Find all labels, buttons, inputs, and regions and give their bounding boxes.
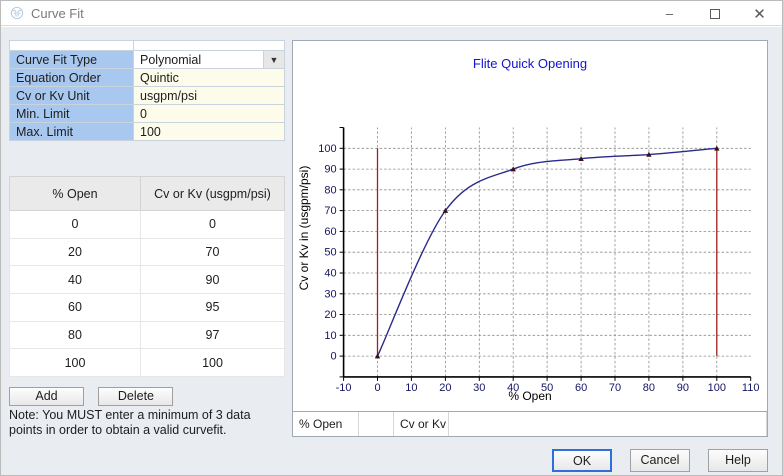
svg-text:30: 30 (473, 382, 485, 394)
svg-text:50: 50 (324, 247, 336, 259)
svg-text:70: 70 (609, 382, 621, 394)
svg-text:-10: -10 (336, 382, 352, 394)
svg-text:30: 30 (324, 288, 336, 300)
svg-text:0: 0 (330, 351, 336, 363)
svg-text:10: 10 (405, 382, 417, 394)
svg-text:90: 90 (677, 382, 689, 394)
svg-text:20: 20 (439, 382, 451, 394)
svg-text:110: 110 (742, 382, 760, 394)
svg-text:70: 70 (324, 205, 336, 217)
svg-text:90: 90 (324, 164, 336, 176)
svg-text:100: 100 (318, 143, 336, 155)
svg-text:80: 80 (643, 382, 655, 394)
svg-text:60: 60 (324, 226, 336, 238)
svg-text:20: 20 (324, 309, 336, 321)
svg-text:40: 40 (324, 268, 336, 280)
svg-text:0: 0 (374, 382, 380, 394)
svg-text:50: 50 (541, 382, 553, 394)
svg-text:100: 100 (708, 382, 726, 394)
svg-text:10: 10 (324, 330, 336, 342)
svg-text:40: 40 (507, 382, 519, 394)
svg-text:80: 80 (324, 184, 336, 196)
svg-text:60: 60 (575, 382, 587, 394)
